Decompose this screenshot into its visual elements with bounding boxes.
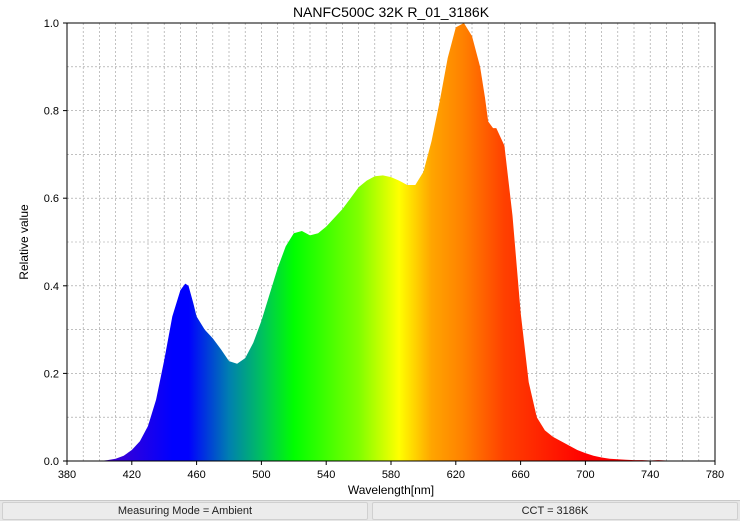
spectrum-area: [99, 23, 715, 461]
y-tick-label: 0.2: [44, 368, 59, 380]
status-bar: Measuring Mode = Ambient CCT = 3186K: [0, 500, 740, 521]
y-tick-label: 0.0: [44, 456, 59, 468]
y-tick-label: 1.0: [44, 18, 59, 30]
x-tick-label: 460: [187, 469, 205, 481]
x-tick-label: 740: [641, 469, 659, 481]
x-tick-label: 780: [706, 469, 724, 481]
y-axis-ticks: 0.0 0.2 0.4 0.6 0.8 1.0: [44, 18, 67, 468]
x-tick-label: 540: [317, 469, 335, 481]
x-axis-label: Wavelength[nm]: [348, 483, 434, 497]
x-axis-ticks: 380 420 460 500 540 580 620 660 700 740 780: [58, 461, 724, 481]
y-tick-label: 0.8: [44, 106, 59, 118]
x-tick-label: 700: [576, 469, 594, 481]
measuring-mode-status: Measuring Mode = Ambient: [2, 502, 368, 520]
spectrum-chart: 380 420 460 500 540 580 620 660 700 740 780 0.0 0.2…: [17, 4, 724, 497]
x-tick-label: 660: [511, 469, 529, 481]
chart-title: NANFC500C 32K R_01_3186K: [293, 4, 490, 20]
x-tick-label: 420: [123, 469, 141, 481]
cct-status: CCT = 3186K: [372, 502, 738, 520]
x-tick-label: 500: [252, 469, 270, 481]
x-tick-label: 380: [58, 469, 76, 481]
y-tick-label: 0.4: [44, 281, 59, 293]
y-tick-label: 0.6: [44, 193, 59, 205]
x-tick-label: 580: [382, 469, 400, 481]
y-axis-label: Relative value: [17, 204, 31, 280]
x-tick-label: 620: [447, 469, 465, 481]
